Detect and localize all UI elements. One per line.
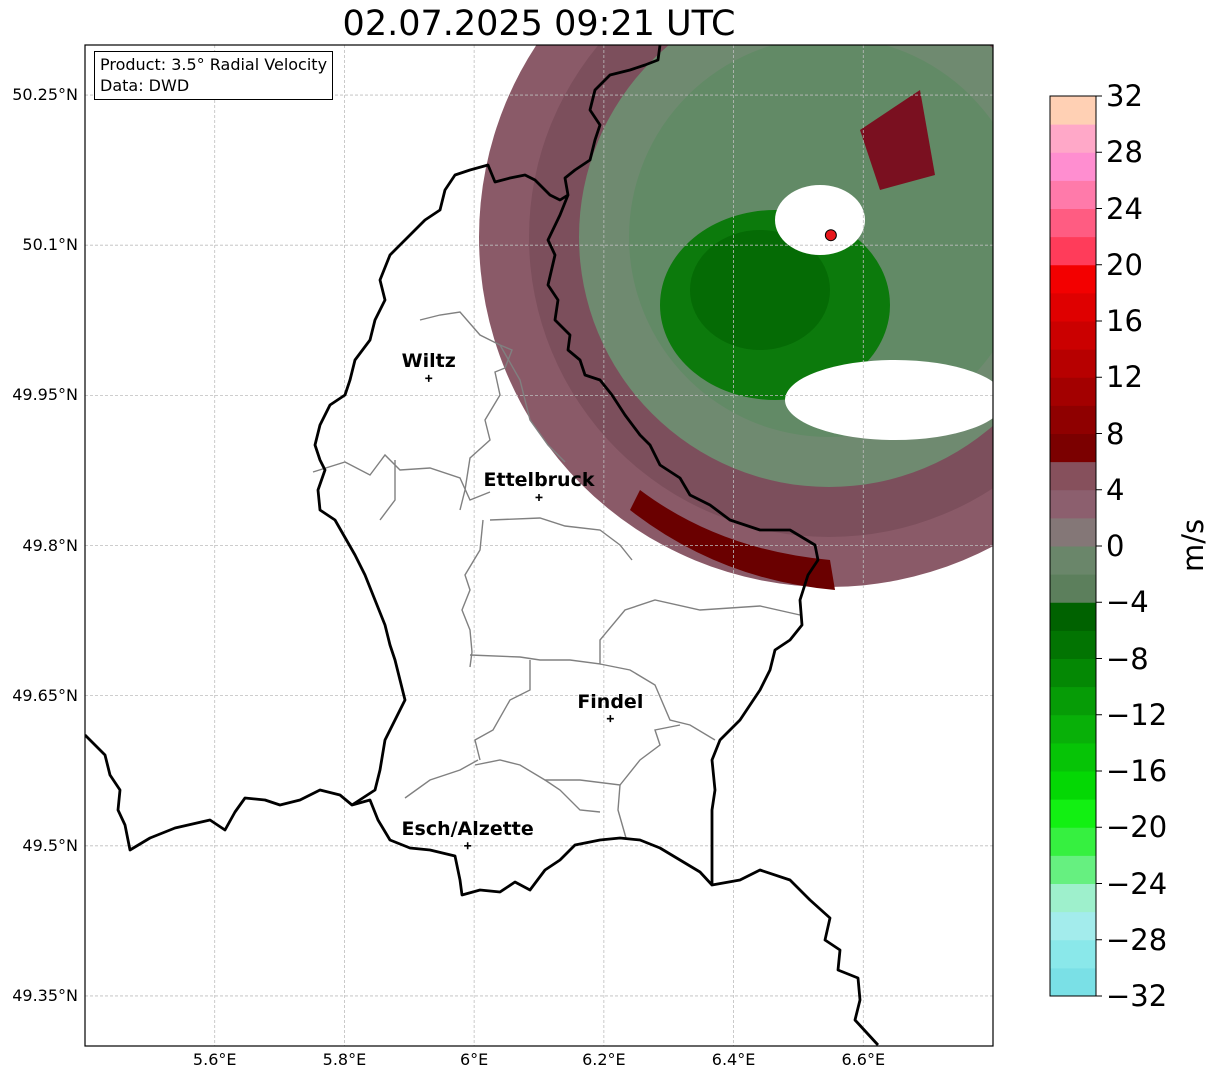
city-marker-icon	[535, 493, 543, 501]
lon-tick-label: 6.2°E	[582, 1050, 626, 1069]
lon-tick-label: 6°E	[459, 1050, 489, 1069]
colorbar-segment	[1050, 602, 1096, 631]
colorbar-segment	[1050, 574, 1096, 603]
colorbar-tick-label: −32	[1106, 979, 1168, 1013]
city-label: Ettelbruck	[483, 469, 595, 492]
radar-echo-field	[479, 45, 993, 590]
colorbar-segment	[1050, 180, 1096, 209]
data-source-label: Data: DWD	[100, 76, 190, 95]
colorbar-segment	[1050, 461, 1096, 491]
colorbar-tick-label: −20	[1106, 810, 1168, 845]
colorbar-tick-label: 32	[1106, 79, 1143, 113]
colorbar-tick-label: 0	[1106, 529, 1125, 563]
city-label: Findel	[577, 690, 644, 713]
colorbar-tick-label: 8	[1106, 416, 1125, 451]
colorbar-segment	[1050, 489, 1096, 519]
city-marker-icon	[464, 842, 472, 850]
colorbar-tick-label: −12	[1106, 697, 1168, 732]
colorbar-segment	[1050, 377, 1096, 406]
colorbar-segment	[1050, 742, 1096, 772]
colorbar-tick-label: −24	[1106, 866, 1168, 901]
lat-tick-label: 49.35°N	[12, 985, 78, 1005]
colorbar-segment	[1050, 883, 1096, 913]
colorbar-segment	[1050, 967, 1096, 997]
colorbar-segment	[1050, 827, 1096, 856]
colorbar-tick-label: 12	[1106, 360, 1143, 395]
colorbar-segment	[1050, 686, 1096, 716]
colorbar-tick-label: 28	[1106, 135, 1143, 170]
colorbar	[1050, 95, 1102, 997]
colorbar-segment	[1050, 855, 1096, 884]
lon-tick-label: 6.6°E	[841, 1050, 886, 1069]
colorbar-segment	[1050, 208, 1096, 238]
colorbar-tick-label: −28	[1106, 922, 1168, 957]
product-label: Product: 3.5° Radial Velocity	[100, 55, 328, 74]
colorbar-segment	[1050, 152, 1096, 181]
city-marker-icon	[425, 374, 433, 382]
city-label: Esch/Alzette	[401, 817, 534, 840]
colorbar-tick-label: −4	[1106, 585, 1149, 620]
colorbar-tick-label: 20	[1106, 247, 1143, 282]
colorbar-tick-label: −8	[1106, 641, 1149, 676]
chart-title: 02.07.2025 09:21 UTC	[342, 4, 736, 44]
colorbar-segment	[1050, 433, 1096, 463]
colorbar-segment	[1050, 714, 1096, 744]
lon-tick-label: 5.6°E	[192, 1050, 237, 1069]
colorbar-segment	[1050, 349, 1096, 378]
colorbar-segment	[1050, 405, 1096, 434]
colorbar-segment	[1050, 630, 1096, 659]
country-borders	[85, 45, 880, 1046]
lat-tick-label: 50.1°N	[22, 235, 78, 255]
colorbar-segment	[1050, 799, 1096, 828]
colorbar-tick-label: 16	[1106, 304, 1143, 338]
map-frame	[84, 44, 994, 1047]
city-markers	[425, 374, 614, 850]
canton-borders	[312, 311, 801, 839]
lon-tick-label: 6.4°E	[711, 1050, 756, 1069]
lat-tick-label: 49.5°N	[22, 835, 78, 855]
colorbar-tick-label: −16	[1106, 754, 1168, 788]
colorbar-segment	[1050, 264, 1096, 294]
lat-tick-label: 49.95°N	[12, 385, 78, 405]
city-marker-icon	[606, 715, 614, 723]
city-label: Wiltz	[401, 350, 456, 373]
info-box: Product: 3.5° Radial Velocity Data: DWD	[94, 51, 334, 100]
colorbar-tick-label: 24	[1106, 191, 1143, 226]
colorbar-segment	[1050, 658, 1096, 688]
lat-tick-label: 49.65°N	[12, 685, 78, 705]
colorbar-segment	[1050, 911, 1096, 941]
colorbar-unit-label: m/s	[1176, 518, 1207, 572]
colorbar-segment	[1050, 321, 1096, 350]
colorbar-segment	[1050, 96, 1096, 125]
lon-tick-label: 5.8°E	[322, 1050, 367, 1069]
colorbar-segment	[1050, 939, 1096, 969]
colorbar-frame	[1049, 95, 1097, 997]
colorbar-segment	[1050, 546, 1096, 575]
lat-tick-label: 50.25°N	[12, 85, 78, 105]
colorbar-segment	[1050, 124, 1096, 153]
map-grid	[85, 45, 993, 1046]
colorbar-segment	[1050, 292, 1096, 322]
colorbar-segment	[1050, 236, 1096, 266]
colorbar-segment	[1050, 517, 1096, 547]
radar-site-marker	[824, 229, 837, 242]
lat-tick-label: 49.8°N	[22, 535, 78, 555]
colorbar-tick-label: 4	[1106, 472, 1125, 507]
colorbar-segment	[1050, 771, 1096, 800]
